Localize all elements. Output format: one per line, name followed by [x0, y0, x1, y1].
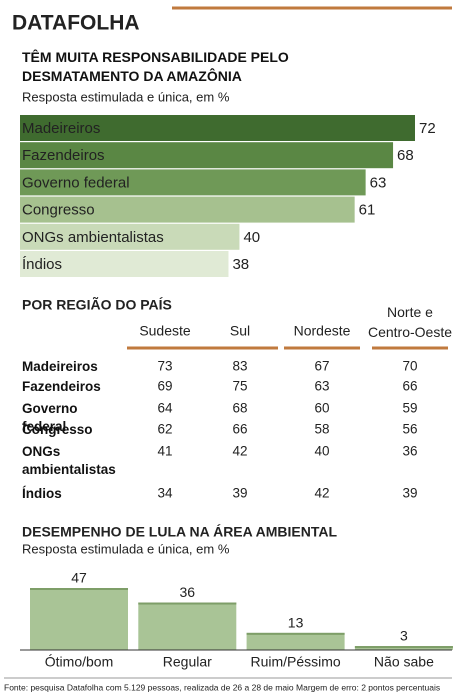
cell: 68: [232, 401, 247, 416]
cell: 58: [314, 422, 329, 437]
bar-top: [30, 588, 128, 590]
footnote: Fonte: pesquisa Datafolha com 5.129 pess…: [4, 682, 440, 692]
value-label: 68: [397, 147, 414, 164]
chart-title: TÊM MUITA RESPONSABILIDADE PELO DESMATAM…: [22, 49, 289, 84]
category-label: ONGs ambientalistas: [22, 229, 164, 246]
category-label: Congresso: [22, 202, 95, 219]
cell: 39: [232, 486, 247, 501]
cell: 73: [157, 359, 172, 374]
cell: 83: [232, 359, 247, 374]
row-label: ONGs ambientalistas: [22, 444, 116, 477]
subtitle: Resposta estimulada e única, em %: [22, 541, 230, 556]
row-label: Índios: [22, 486, 62, 501]
bar: [138, 602, 237, 650]
bar: [20, 196, 355, 223]
cell: 64: [157, 401, 173, 416]
category-label: Regular: [163, 654, 212, 670]
bar: [20, 223, 240, 250]
value-label: 3: [400, 628, 408, 644]
category-label: Índios: [22, 256, 62, 273]
bar: [20, 142, 394, 169]
table-title: POR REGIÃO DO PAÍS: [22, 296, 172, 313]
column-header: Norte e Centro-Oeste: [367, 304, 453, 340]
row-label: Madeireiros: [22, 359, 98, 374]
value-label: 40: [243, 229, 260, 246]
value-label: 61: [359, 202, 376, 219]
category-label: Governo federal: [22, 174, 130, 191]
column-header: Nordeste: [294, 323, 351, 339]
cell: 70: [402, 359, 417, 374]
cell: 39: [402, 486, 417, 501]
bar-top: [246, 632, 345, 635]
cell: 66: [402, 379, 417, 394]
value-label: 47: [71, 570, 87, 586]
category-label: Madeireiros: [22, 120, 100, 137]
bar: [20, 169, 366, 196]
bar: [30, 588, 128, 650]
bar-top: [354, 646, 453, 649]
subtitle: Resposta estimulada e única, em %: [22, 89, 230, 104]
value-label: 13: [288, 615, 304, 631]
cell: 69: [157, 379, 172, 394]
column-header: Sudeste: [139, 323, 191, 339]
value-label: 36: [180, 584, 196, 600]
bar: [20, 115, 415, 141]
bar: [246, 632, 345, 650]
cell: 42: [232, 444, 247, 459]
row-label: Governo federal: [22, 401, 78, 434]
value-label: 72: [419, 120, 436, 137]
category-label: Ruim/Péssimo: [250, 654, 340, 670]
value-label: 63: [370, 174, 387, 191]
cell: 60: [314, 401, 329, 416]
cell: 62: [157, 422, 172, 437]
category-label: Fazendeiros: [22, 147, 105, 164]
cell: 36: [402, 444, 417, 459]
bar-top: [138, 602, 237, 605]
cell: 67: [314, 359, 329, 374]
cell: 56: [402, 422, 417, 437]
brand: DATAFOLHA: [12, 12, 140, 35]
row-label: Fazendeiros: [22, 379, 101, 394]
cell: 59: [402, 401, 417, 416]
cell: 75: [232, 379, 247, 394]
value-label: 38: [232, 256, 249, 273]
cell: 34: [157, 486, 173, 501]
cell: 40: [314, 444, 329, 459]
cell: 63: [314, 379, 329, 394]
row-label: Congresso: [22, 422, 93, 437]
chart-title: DESEMPENHO DE LULA NA ÁREA AMBIENTAL: [22, 524, 337, 540]
bar: [20, 251, 229, 277]
category-label: Não sabe: [374, 654, 434, 670]
category-label: Ótimo/bom: [45, 654, 113, 670]
cell: 66: [232, 422, 247, 437]
column-header: Sul: [230, 323, 250, 339]
cell: 42: [314, 486, 329, 501]
cell: 41: [157, 444, 172, 459]
